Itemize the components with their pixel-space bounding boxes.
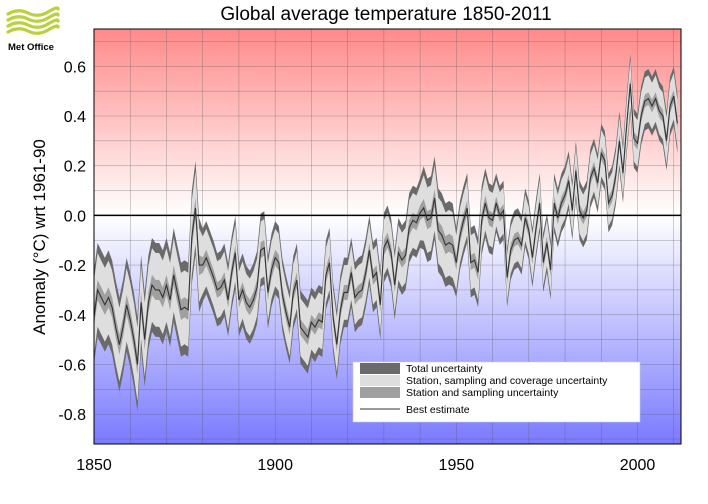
- y-tick-label: -0.6: [58, 357, 86, 374]
- y-axis-label: Anomaly (°C) wrt 1961-90: [30, 139, 49, 335]
- logo-wave: [6, 24, 60, 35]
- tick-labels: 1850 1900 1950 2000 -0.8 -0.6 -0.4 -0.2 0.0 0.2 0.…: [58, 59, 655, 474]
- y-tick-label: 0.6: [64, 59, 86, 76]
- legend-box: [352, 361, 641, 423]
- plot-frame: [93, 28, 682, 445]
- legend-swatch: [360, 363, 400, 374]
- uncertainty-bands: [94, 54, 678, 412]
- logo-wave: [6, 6, 60, 17]
- logo-wave: [6, 18, 60, 29]
- x-tick-label: 1850: [76, 457, 112, 474]
- legend-label: Best estimate: [406, 404, 470, 416]
- y-tick-label: -0.2: [58, 258, 86, 275]
- y-tick-label: 0.0: [64, 208, 86, 225]
- met-office-logo: [6, 6, 60, 35]
- band-coverage-uncertainty: [94, 60, 678, 402]
- y-tick-label: -0.4: [58, 308, 86, 325]
- chart-title: Global average temperature 1850-2011: [220, 4, 551, 25]
- x-tick-label: 2000: [620, 457, 656, 474]
- legend-label: Total uncertainty: [406, 363, 483, 375]
- logo-wave: [6, 12, 60, 23]
- x-tick-label: 1900: [257, 457, 293, 474]
- legend-label: Station, sampling and coverage uncertain…: [406, 375, 608, 387]
- y-tick-label: 0.2: [64, 159, 86, 176]
- legend-label: Station and sampling uncertainty: [406, 387, 559, 399]
- x-tick-label: 1950: [439, 457, 475, 474]
- legend-swatch: [360, 387, 400, 398]
- y-tick-label: -0.8: [58, 407, 86, 424]
- band-station-sampling-uncertainty: [94, 77, 678, 375]
- logo-text: Met Office: [8, 42, 54, 53]
- best-estimate-line: [94, 83, 678, 365]
- legend-swatch: [360, 375, 400, 386]
- y-tick-label: 0.4: [64, 109, 86, 126]
- best-estimate-layer: [94, 83, 678, 365]
